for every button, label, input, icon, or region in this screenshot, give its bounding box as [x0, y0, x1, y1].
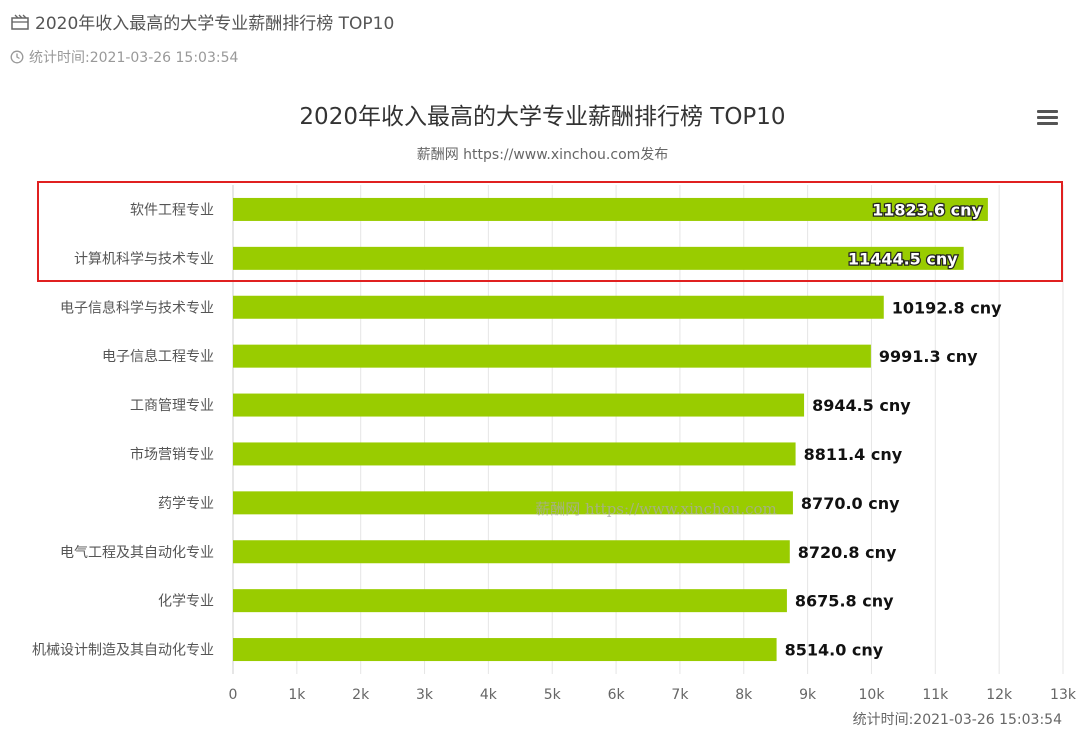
x-tick-label: 4k [480, 687, 498, 703]
data-label: 8811.4 cny [804, 445, 903, 464]
data-label: 8944.5 cny [812, 396, 911, 415]
bar[interactable] [233, 589, 787, 613]
x-tick-label: 8k [735, 687, 753, 703]
x-tick-label: 11k [922, 687, 949, 703]
category-label: 计算机科学与技术专业 [74, 251, 214, 267]
calendar-icon [10, 13, 30, 31]
x-tick-label: 7k [671, 687, 689, 703]
category-label: 机械设计制造及其自动化专业 [32, 643, 214, 659]
x-tick-label: 13k [1050, 687, 1077, 703]
data-label: 8770.0 cny [801, 494, 900, 513]
data-label: 8720.8 cny [798, 543, 897, 562]
page-title: 2020年收入最高的大学专业薪酬排行榜 TOP10 [10, 9, 394, 34]
page-title-text: 2020年收入最高的大学专业薪酬排行榜 TOP10 [35, 14, 395, 34]
category-label: 电子信息工程专业 [102, 348, 214, 365]
hamburger-menu-icon[interactable] [1034, 106, 1062, 130]
chart-watermark: 薪酬网 https://www.xinchou.com [535, 500, 777, 518]
x-tick-label: 12k [986, 687, 1013, 703]
bar[interactable] [233, 540, 790, 564]
chart-footer-timestamp: 统计时间:2021-03-26 15:03:54 [852, 712, 1062, 728]
clock-icon [10, 50, 24, 64]
x-tick-label: 3k [416, 687, 434, 703]
data-label: 10192.8 cny [892, 298, 1002, 317]
bar[interactable] [233, 246, 964, 270]
bar[interactable] [233, 393, 805, 417]
category-label: 软件工程专业 [130, 202, 214, 218]
category-label: 市场营销专业 [130, 446, 214, 463]
category-label: 电子信息科学与技术专业 [60, 299, 214, 316]
bar[interactable] [233, 197, 988, 221]
chart-title: 2020年收入最高的大学专业薪酬排行榜 TOP10 [299, 104, 786, 130]
category-label: 药学专业 [158, 496, 214, 512]
page-timestamp-text: 统计时间:2021-03-26 15:03:54 [29, 50, 239, 66]
bar[interactable] [233, 442, 796, 466]
bar[interactable] [233, 491, 793, 515]
chart-subtitle: 薪酬网 https://www.xinchou.com发布 [416, 147, 669, 163]
x-tick-label: 0 [229, 687, 238, 703]
data-label: 9991.3 cny [879, 347, 978, 366]
x-tick-label: 10k [859, 687, 886, 703]
x-tick-label: 1k [288, 687, 306, 703]
bar[interactable] [233, 295, 884, 319]
data-label: 11823.6 cny [872, 200, 982, 219]
data-label: 8514.0 cny [785, 641, 884, 660]
x-tick-label: 6k [608, 687, 626, 703]
bar[interactable] [233, 344, 871, 368]
x-tick-label: 2k [352, 687, 370, 703]
highlight-box [37, 181, 1063, 282]
data-label: 11444.5 cny [848, 249, 958, 268]
data-label: 8675.8 cny [795, 592, 894, 611]
x-tick-label: 9k [799, 687, 817, 703]
category-label: 电气工程及其自动化专业 [60, 545, 214, 561]
x-tick-label: 5k [544, 687, 562, 703]
page-timestamp: 统计时间:2021-03-26 15:03:54 [10, 47, 238, 67]
category-label: 化学专业 [158, 594, 214, 610]
bar[interactable] [233, 638, 777, 662]
category-label: 工商管理专业 [130, 398, 214, 414]
